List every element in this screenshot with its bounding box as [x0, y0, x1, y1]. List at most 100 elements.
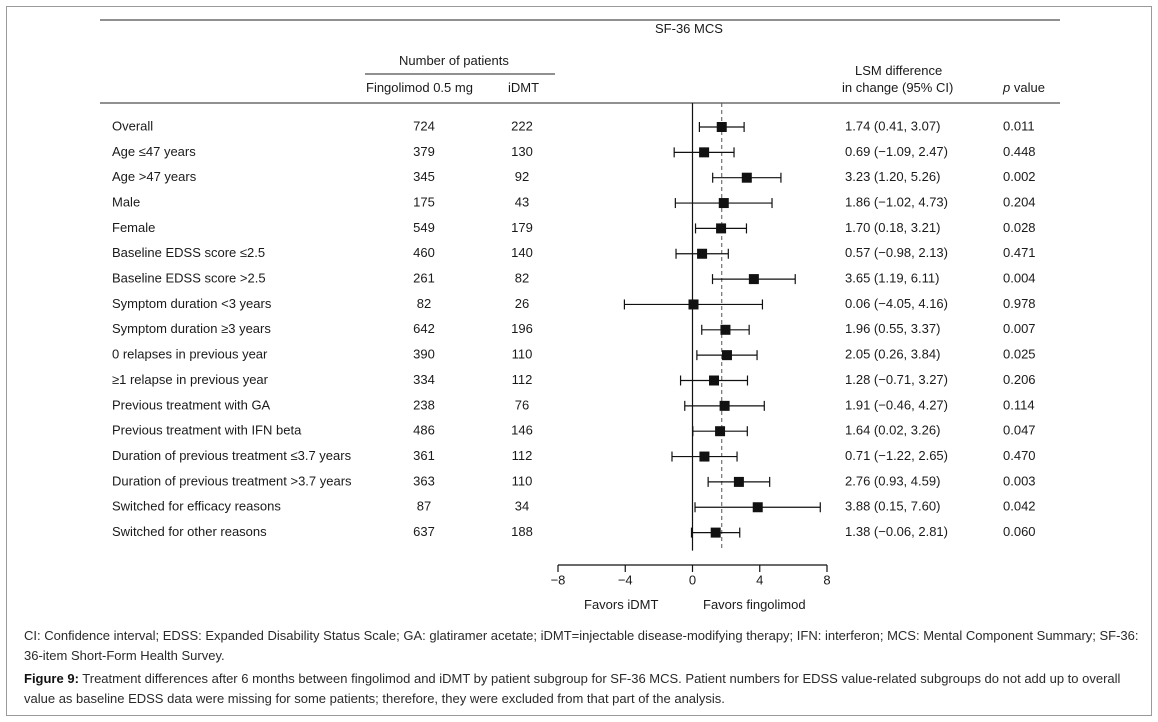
- row-ci-text: 0.71 (−1.22, 2.65): [845, 448, 948, 463]
- row-label: Male: [112, 194, 140, 209]
- figure-frame: [6, 6, 1152, 716]
- row-n-idmt: 140: [511, 245, 533, 260]
- row-ci-text: 1.28 (−0.71, 3.27): [845, 372, 948, 387]
- idmt-column-header: iDMT: [508, 80, 540, 95]
- row-n-fingolimod: 82: [417, 296, 431, 311]
- row-n-fingolimod: 390: [413, 347, 435, 362]
- favors-fingolimod-label: Favors fingolimod: [703, 597, 806, 612]
- row-n-fingolimod: 238: [413, 397, 435, 412]
- point-estimate-marker: [716, 122, 727, 132]
- point-estimate-marker: [719, 400, 730, 411]
- row-label: Age >47 years: [112, 169, 197, 184]
- row-ci-text: 0.69 (−1.09, 2.47): [845, 144, 948, 159]
- x-tick-label: 8: [823, 572, 830, 587]
- row-n-idmt: 43: [515, 194, 529, 209]
- row-label: Switched for other reasons: [112, 524, 267, 539]
- row-n-idmt: 110: [512, 473, 533, 488]
- point-estimate-marker: [748, 274, 759, 285]
- row-p-value: 0.003: [1003, 473, 1036, 488]
- x-tick-label: 4: [756, 572, 763, 587]
- row-n-idmt: 26: [515, 296, 529, 311]
- row-label: Duration of previous treatment >3.7 year…: [112, 473, 352, 488]
- row-ci-text: 0.06 (−4.05, 4.16): [845, 296, 948, 311]
- row-p-value: 0.448: [1003, 144, 1036, 159]
- row-ci-text: 1.96 (0.55, 3.37): [845, 321, 940, 336]
- row-n-fingolimod: 175: [413, 194, 435, 209]
- row-p-value: 0.204: [1003, 194, 1036, 209]
- plot-layer: [623, 103, 821, 551]
- lsm-header-line1: LSM difference: [855, 63, 943, 78]
- point-estimate-marker: [697, 248, 708, 259]
- row-ci-text: 1.64 (0.02, 3.26): [845, 423, 940, 438]
- row-p-value: 0.007: [1003, 321, 1036, 336]
- row-n-fingolimod: 334: [413, 372, 435, 387]
- row-p-value: 0.042: [1003, 499, 1036, 514]
- row-n-fingolimod: 549: [413, 220, 435, 235]
- row-ci-text: 1.91 (−0.46, 4.27): [845, 397, 948, 412]
- point-estimate-marker: [721, 350, 732, 361]
- figure-caption-text: Treatment differences after 6 months bet…: [24, 671, 1121, 706]
- favors-idmt-label: Favors iDMT: [584, 597, 659, 612]
- lsm-header-line2: in change (95% CI): [842, 80, 954, 95]
- point-estimate-marker: [718, 198, 729, 209]
- row-n-fingolimod: 261: [413, 271, 435, 286]
- row-n-idmt: 110: [512, 347, 533, 362]
- row-label: Age ≤47 years: [112, 144, 196, 159]
- row-n-idmt: 112: [512, 372, 533, 387]
- row-n-idmt: 82: [515, 271, 529, 286]
- row-ci-text: 1.38 (−0.06, 2.81): [845, 524, 948, 539]
- row-ci-text: 3.65 (1.19, 6.11): [845, 271, 939, 286]
- row-p-value: 0.978: [1003, 296, 1036, 311]
- x-tick-label: 0: [689, 572, 696, 587]
- x-tick-label: −4: [618, 572, 633, 587]
- row-p-value: 0.060: [1003, 524, 1036, 539]
- row-label: Symptom duration ≥3 years: [112, 321, 271, 336]
- row-ci-text: 0.57 (−0.98, 2.13): [845, 245, 948, 260]
- row-ci-text: 3.88 (0.15, 7.60): [845, 499, 940, 514]
- row-n-idmt: 222: [511, 118, 533, 133]
- row-n-idmt: 112: [512, 448, 533, 463]
- row-n-fingolimod: 724: [413, 118, 435, 133]
- row-p-value: 0.028: [1003, 220, 1036, 235]
- row-p-value: 0.011: [1003, 118, 1035, 133]
- row-label: Symptom duration <3 years: [112, 296, 272, 311]
- row-n-idmt: 130: [511, 144, 533, 159]
- row-ci-text: 2.76 (0.93, 4.59): [845, 473, 940, 488]
- row-n-fingolimod: 363: [413, 473, 435, 488]
- p-value-rest: value: [1010, 80, 1045, 95]
- row-label: Previous treatment with GA: [112, 397, 271, 412]
- row-label: 0 relapses in previous year: [112, 347, 268, 362]
- point-estimate-marker: [699, 147, 710, 158]
- row-n-idmt: 196: [511, 321, 533, 336]
- row-label: ≥1 relapse in previous year: [112, 372, 269, 387]
- row-n-idmt: 188: [511, 524, 533, 539]
- row-label: Female: [112, 220, 155, 235]
- row-n-fingolimod: 642: [413, 321, 435, 336]
- row-p-value: 0.025: [1003, 347, 1036, 362]
- row-n-idmt: 92: [515, 169, 529, 184]
- x-axis: −8 −4 0 4 8: [551, 564, 831, 587]
- row-n-fingolimod: 361: [413, 448, 435, 463]
- measure-title: SF-36 MCS: [655, 21, 723, 36]
- row-label: Switched for efficacy reasons: [112, 499, 281, 514]
- row-ci-text: 2.05 (0.26, 3.84): [845, 347, 940, 362]
- figure-caption: Figure 9: Treatment differences after 6 …: [24, 669, 1139, 709]
- figure-label: Figure 9:: [24, 671, 79, 686]
- row-p-value: 0.471: [1003, 245, 1036, 260]
- row-label: Baseline EDSS score >2.5: [112, 271, 266, 286]
- row-n-fingolimod: 460: [413, 245, 435, 260]
- x-tick-label: −8: [551, 572, 566, 587]
- point-estimate-marker: [741, 172, 752, 183]
- p-italic: p: [1003, 80, 1011, 95]
- row-n-idmt: 146: [511, 423, 533, 438]
- row-n-fingolimod: 345: [413, 169, 435, 184]
- row-label: Baseline EDSS score ≤2.5: [112, 245, 265, 260]
- row-ci-text: 3.23 (1.20, 5.26): [845, 169, 940, 184]
- rows-layer: Overall 724 222 1.74 (0.41, 3.07) 0.011 Age ≤…: [112, 118, 1036, 539]
- point-estimate-marker: [720, 324, 731, 335]
- row-label: Previous treatment with IFN beta: [112, 423, 302, 438]
- point-estimate-marker: [710, 527, 721, 538]
- point-estimate-marker: [733, 476, 744, 487]
- row-p-value: 0.047: [1003, 423, 1036, 438]
